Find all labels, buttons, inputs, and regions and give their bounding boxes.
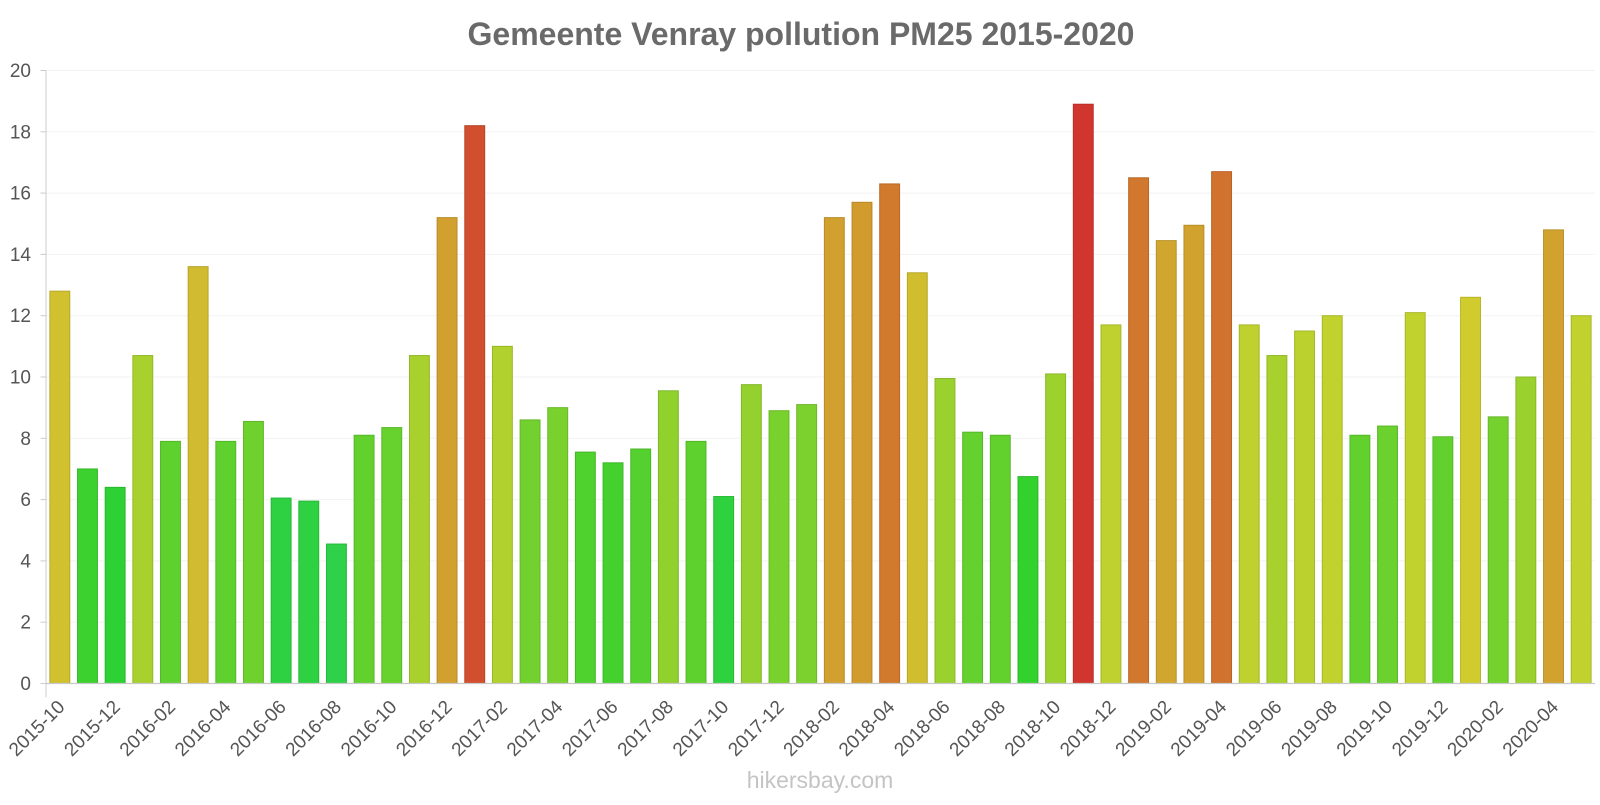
svg-text:16: 16 <box>10 184 31 205</box>
svg-text:12: 12 <box>10 306 31 327</box>
svg-text:8: 8 <box>20 429 31 450</box>
svg-text:18: 18 <box>10 122 31 143</box>
svg-text:Gemeente Venray pollution PM25: Gemeente Venray pollution PM25 2015-2020 <box>468 16 1135 52</box>
svg-text:0: 0 <box>20 674 31 695</box>
svg-text:6: 6 <box>20 490 31 511</box>
svg-text:hikersbay.com: hikersbay.com <box>747 767 894 793</box>
svg-text:2: 2 <box>20 613 31 634</box>
svg-text:4: 4 <box>20 551 31 572</box>
svg-text:14: 14 <box>10 245 32 266</box>
svg-text:10: 10 <box>10 368 31 389</box>
svg-text:20: 20 <box>10 61 31 82</box>
